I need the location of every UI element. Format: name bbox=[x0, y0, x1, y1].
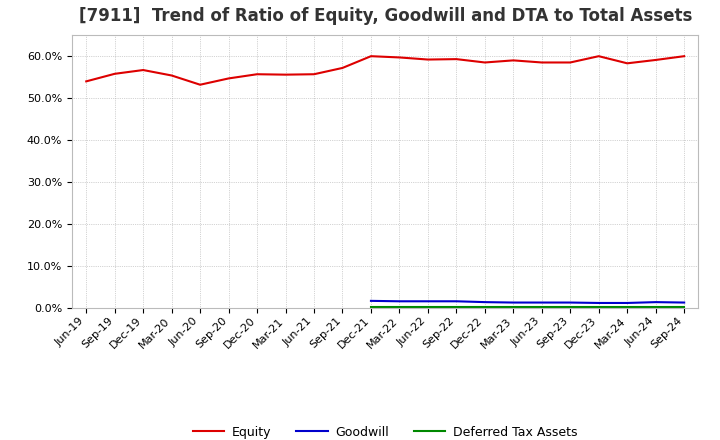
Equity bbox=[366, 54, 375, 59]
Equity bbox=[338, 65, 347, 70]
Goodwill bbox=[480, 300, 489, 305]
Goodwill bbox=[423, 299, 432, 304]
Goodwill bbox=[366, 298, 375, 304]
Equity bbox=[623, 61, 631, 66]
Goodwill bbox=[509, 300, 518, 305]
Deferred Tax Assets bbox=[480, 304, 489, 310]
Line: Goodwill: Goodwill bbox=[371, 301, 684, 303]
Equity bbox=[167, 73, 176, 78]
Equity bbox=[110, 71, 119, 77]
Equity bbox=[566, 60, 575, 65]
Equity bbox=[395, 55, 404, 60]
Deferred Tax Assets bbox=[509, 304, 518, 310]
Goodwill bbox=[452, 299, 461, 304]
Equity bbox=[139, 67, 148, 73]
Deferred Tax Assets bbox=[566, 304, 575, 310]
Equity bbox=[480, 60, 489, 65]
Goodwill bbox=[680, 300, 688, 305]
Deferred Tax Assets bbox=[395, 304, 404, 310]
Deferred Tax Assets bbox=[452, 304, 461, 310]
Goodwill bbox=[566, 300, 575, 305]
Goodwill bbox=[537, 300, 546, 305]
Equity bbox=[282, 72, 290, 77]
Deferred Tax Assets bbox=[537, 304, 546, 310]
Equity bbox=[537, 60, 546, 65]
Equity bbox=[652, 57, 660, 62]
Equity bbox=[595, 54, 603, 59]
Equity bbox=[680, 54, 688, 59]
Equity bbox=[196, 82, 204, 88]
Line: Equity: Equity bbox=[86, 56, 684, 85]
Equity bbox=[82, 79, 91, 84]
Equity bbox=[452, 56, 461, 62]
Title: [7911]  Trend of Ratio of Equity, Goodwill and DTA to Total Assets: [7911] Trend of Ratio of Equity, Goodwil… bbox=[78, 7, 692, 26]
Equity bbox=[423, 57, 432, 62]
Equity bbox=[509, 58, 518, 63]
Equity bbox=[310, 72, 318, 77]
Deferred Tax Assets bbox=[623, 304, 631, 310]
Deferred Tax Assets bbox=[595, 304, 603, 310]
Equity bbox=[253, 72, 261, 77]
Goodwill bbox=[623, 301, 631, 306]
Deferred Tax Assets bbox=[652, 304, 660, 310]
Goodwill bbox=[395, 299, 404, 304]
Deferred Tax Assets bbox=[423, 304, 432, 310]
Deferred Tax Assets bbox=[680, 304, 688, 310]
Goodwill bbox=[595, 301, 603, 306]
Goodwill bbox=[652, 300, 660, 305]
Equity bbox=[225, 76, 233, 81]
Deferred Tax Assets bbox=[366, 304, 375, 310]
Legend: Equity, Goodwill, Deferred Tax Assets: Equity, Goodwill, Deferred Tax Assets bbox=[188, 421, 582, 440]
